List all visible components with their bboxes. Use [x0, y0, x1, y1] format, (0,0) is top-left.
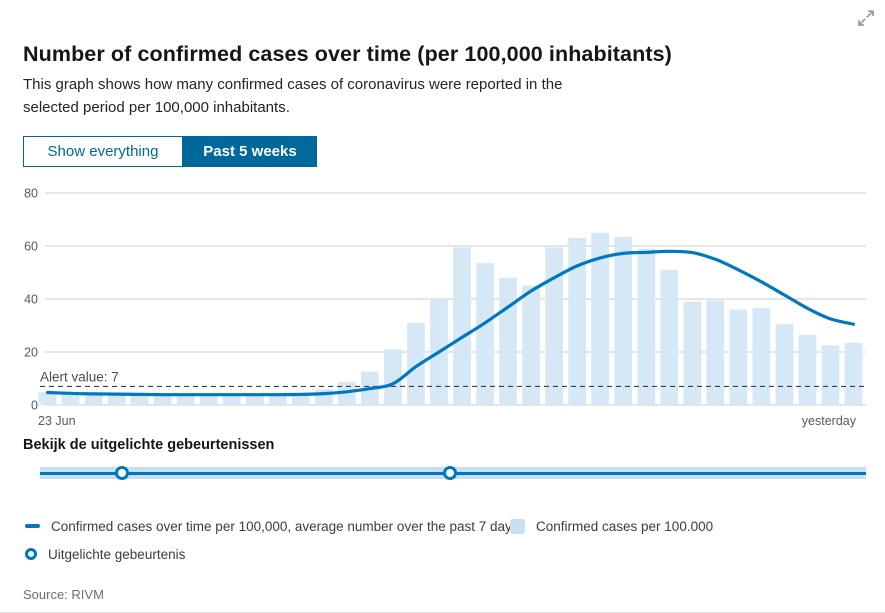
timeline-heading: Bekijk de uitgelichte gebeurtenissen	[23, 437, 275, 453]
page-description-line1: This graph shows how many confirmed case…	[23, 76, 563, 93]
svg-text:40: 40	[24, 293, 38, 307]
bars-confirmed-cases	[38, 232, 863, 406]
events-slider-track[interactable]	[40, 466, 866, 480]
event-circle-icon	[25, 548, 37, 560]
alert-value-label: Alert value: 7	[40, 369, 119, 384]
event-marker-1[interactable]	[114, 466, 129, 480]
source-attribution: Source: RIVM	[23, 587, 104, 602]
expand-button[interactable]	[853, 5, 879, 31]
legend-label: Uitgelichte gebeurtenis	[48, 546, 186, 562]
page-title: Number of confirmed cases over time (per…	[23, 42, 672, 67]
svg-text:80: 80	[24, 187, 38, 201]
event-marker-2[interactable]	[442, 466, 457, 480]
legend-label: Confirmed cases over time per 100,000, a…	[51, 518, 519, 534]
time-range-tabs: Show everything Past 5 weeks	[23, 136, 317, 167]
x-axis-end-label: yesterday	[802, 414, 857, 428]
svg-text:0: 0	[31, 399, 38, 413]
svg-text:20: 20	[24, 346, 38, 360]
line-sample-icon	[25, 524, 40, 528]
cases-over-time-chart: 0 20 40 60 80 Alert value: 7 23 Jun yesterday	[24, 187, 866, 428]
legend-label: Confirmed cases per 100.000	[536, 518, 714, 534]
tab-show-everything[interactable]: Show everything	[23, 136, 183, 167]
legend-item-bars: Confirmed cases per 100.000	[510, 518, 713, 534]
legend-item-event: Uitgelichte gebeurtenis	[25, 546, 185, 562]
tab-past-5-weeks[interactable]: Past 5 weeks	[183, 136, 317, 167]
bar-sample-icon	[510, 518, 525, 534]
page-description-line2: selected period per 100,000 inhabitants.	[23, 99, 290, 116]
expand-diagonal-arrows-icon	[858, 10, 874, 26]
legend-item-line: Confirmed cases over time per 100,000, a…	[25, 518, 519, 534]
svg-text:60: 60	[24, 240, 38, 254]
seven-day-average-line	[45, 249, 856, 397]
x-axis-start-label: 23 Jun	[38, 414, 76, 428]
